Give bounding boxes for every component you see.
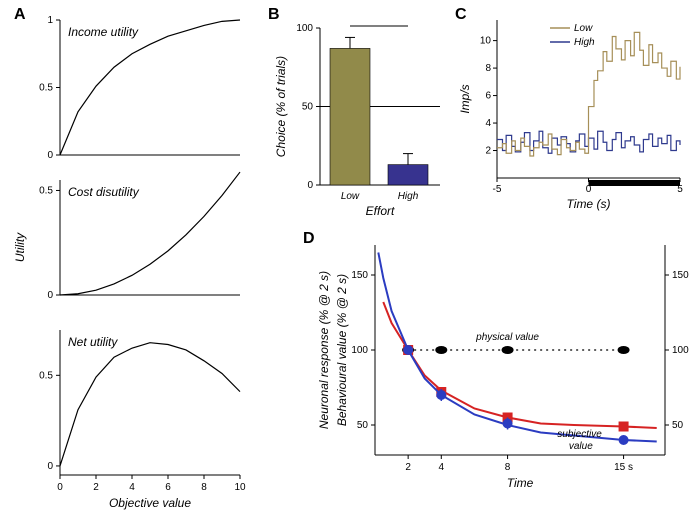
svg-text:150: 150 [672,270,689,281]
svg-text:Effort: Effort [366,204,395,218]
svg-text:0: 0 [47,290,53,301]
svg-text:8: 8 [505,462,511,473]
svg-text:Objective value: Objective value [109,496,191,510]
svg-text:Neuronal response (% @ 2 s): Neuronal response (% @ 2 s) [317,271,331,429]
svg-text:2: 2 [93,482,99,493]
svg-text:Utility: Utility [13,232,27,262]
svg-text:4: 4 [129,482,135,493]
panel-c: 246810-505LowHighTime (s)Imp/s [455,10,695,225]
svg-text:4: 4 [439,462,445,473]
svg-text:2: 2 [405,462,411,473]
svg-text:Choice (% of trials): Choice (% of trials) [274,56,288,157]
svg-text:Low: Low [574,23,593,34]
svg-text:6: 6 [485,91,491,102]
svg-text:50: 50 [357,420,369,431]
svg-text:0.5: 0.5 [39,185,53,196]
svg-text:physical value: physical value [475,332,539,343]
svg-text:10: 10 [480,36,492,47]
svg-text:High: High [574,37,595,48]
svg-text:value: value [569,441,593,452]
svg-text:Income utility: Income utility [68,25,139,39]
svg-text:15 s: 15 s [614,462,633,473]
svg-text:50: 50 [302,102,314,113]
svg-text:Behavioural value (% @ 2 s): Behavioural value (% @ 2 s) [335,274,349,426]
svg-text:0: 0 [47,150,53,161]
svg-text:100: 100 [351,345,368,356]
svg-text:subjective: subjective [557,429,602,440]
svg-text:0: 0 [57,482,63,493]
svg-text:0.5: 0.5 [39,370,53,381]
svg-text:Imp/s: Imp/s [458,84,472,113]
svg-text:Low: Low [341,191,360,202]
svg-text:4: 4 [485,118,491,129]
svg-text:150: 150 [351,270,368,281]
panel-d: 50 50 100 100 150 150 2 4 8 15 s physical value sub… [300,230,695,510]
svg-text:Time: Time [507,476,534,490]
svg-text:Time (s): Time (s) [567,197,611,211]
svg-text:8: 8 [201,482,207,493]
svg-text:-5: -5 [493,184,502,195]
svg-text:10: 10 [234,482,246,493]
svg-text:2: 2 [485,146,491,157]
panel-a: 00.51Income utility00.5Cost disutility00… [10,10,260,510]
svg-text:0: 0 [307,180,313,191]
svg-text:Net utility: Net utility [68,335,118,349]
svg-text:Cost disutility: Cost disutility [68,185,140,199]
svg-text:50: 50 [672,420,684,431]
svg-text:100: 100 [296,23,313,34]
panel-b: 0 50 100 Low HighEffort Choice (% of trials) [265,10,455,225]
svg-text:0.5: 0.5 [39,83,53,94]
svg-text:1: 1 [47,15,53,26]
svg-text:100: 100 [672,345,689,356]
svg-text:0: 0 [47,461,53,472]
svg-text:8: 8 [485,63,491,74]
svg-text:High: High [398,191,419,202]
svg-text:6: 6 [165,482,171,493]
